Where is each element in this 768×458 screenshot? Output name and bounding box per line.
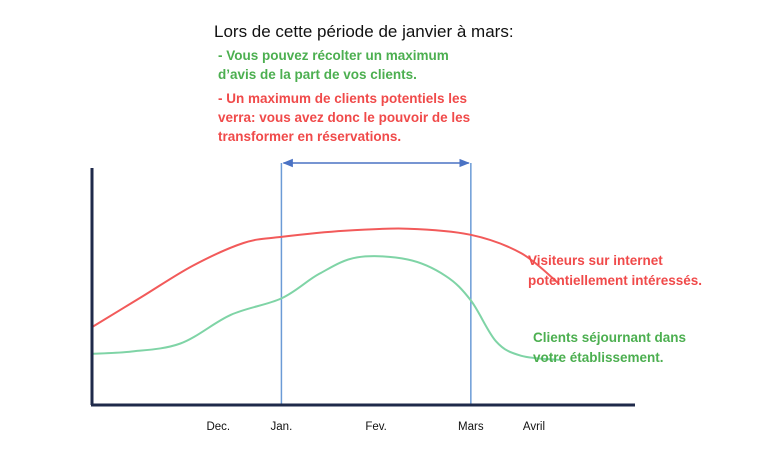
x-tick-label: Avril	[523, 421, 545, 433]
note-prospects-line: verra: vous avez donc le pouvoir de les	[218, 110, 471, 125]
note-reviews: - Vous pouvez récolter un maximum d’avis…	[218, 46, 449, 84]
x-tick-label: Fev.	[365, 421, 387, 433]
x-tick-label: Mars	[458, 421, 484, 433]
note-prospects-line: - Un maximum de clients potentiels les	[218, 91, 468, 106]
note-reviews-line: d’avis de la part de vos clients.	[218, 67, 417, 82]
note-prospects-line: transformer en réservations.	[218, 129, 402, 144]
x-tick-label: Jan.	[271, 421, 293, 433]
series-label-visitors-line: potentiellement intéressés.	[528, 273, 703, 288]
series-label-clients: Clients séjournant dans votre établissem…	[533, 328, 686, 368]
series-line-clients	[91, 255, 560, 361]
note-reviews-line: - Vous pouvez récolter un maximum	[218, 48, 449, 63]
series-line-visitors	[91, 227, 560, 328]
series-label-clients-line: votre établissement.	[533, 350, 664, 365]
note-prospects: - Un maximum de clients potentiels les v…	[218, 89, 470, 146]
chart-title: Lors de cette période de janvier à mars:	[214, 22, 514, 41]
series-label-clients-line: Clients séjournant dans	[533, 330, 687, 345]
series-label-visitors-line: Visiteurs sur internet	[528, 253, 663, 268]
x-tick-label: Dec.	[206, 421, 230, 433]
series-label-visitors: Visiteurs sur internet potentiellement i…	[528, 251, 702, 291]
